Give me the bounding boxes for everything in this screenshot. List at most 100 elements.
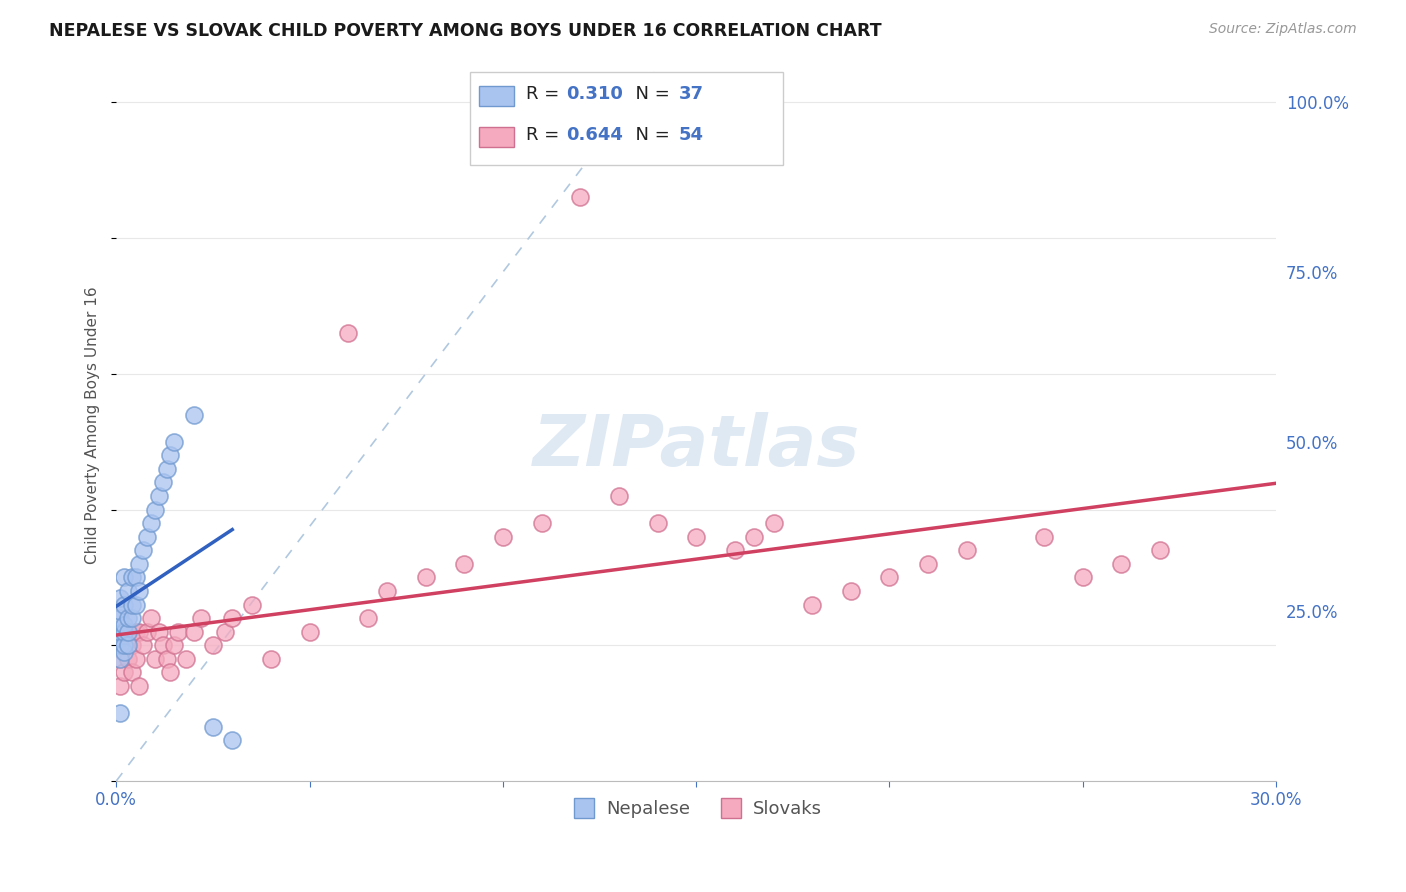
FancyBboxPatch shape	[470, 72, 783, 165]
Point	[152, 638, 174, 652]
Point	[956, 543, 979, 558]
Point	[124, 652, 146, 666]
Point	[201, 720, 224, 734]
Text: ZIPatlas: ZIPatlas	[533, 411, 860, 481]
Point	[112, 624, 135, 639]
Text: Source: ZipAtlas.com: Source: ZipAtlas.com	[1209, 22, 1357, 37]
Text: R =: R =	[526, 85, 565, 103]
Legend: Nepalese, Slovaks: Nepalese, Slovaks	[562, 793, 830, 825]
Point	[298, 624, 321, 639]
Point	[201, 638, 224, 652]
Point	[124, 570, 146, 584]
Point	[108, 706, 131, 720]
Point	[356, 611, 378, 625]
FancyBboxPatch shape	[479, 127, 515, 147]
Point	[139, 611, 162, 625]
Point	[159, 665, 181, 680]
Point	[240, 598, 263, 612]
Point	[742, 530, 765, 544]
Point	[112, 598, 135, 612]
Point	[108, 679, 131, 693]
Point	[117, 624, 139, 639]
Point	[112, 638, 135, 652]
Text: 37: 37	[679, 85, 704, 103]
Point	[108, 591, 131, 605]
Point	[117, 584, 139, 599]
FancyBboxPatch shape	[479, 87, 515, 106]
Point	[163, 434, 186, 449]
Point	[152, 475, 174, 490]
Point	[724, 543, 747, 558]
Point	[121, 611, 143, 625]
Point	[136, 530, 159, 544]
Point	[647, 516, 669, 530]
Text: 0.310: 0.310	[567, 85, 623, 103]
Point	[163, 638, 186, 652]
Point	[159, 448, 181, 462]
Point	[112, 645, 135, 659]
Point	[128, 557, 150, 571]
Point	[112, 618, 135, 632]
Point	[139, 516, 162, 530]
Point	[183, 408, 205, 422]
Point	[132, 543, 155, 558]
Point	[143, 502, 166, 516]
Point	[121, 598, 143, 612]
Point	[762, 516, 785, 530]
Point	[569, 190, 592, 204]
Point	[112, 638, 135, 652]
Point	[453, 557, 475, 571]
Point	[1071, 570, 1094, 584]
Point	[143, 652, 166, 666]
Text: 0.644: 0.644	[567, 126, 623, 144]
Point	[108, 638, 131, 652]
Point	[155, 652, 177, 666]
Point	[128, 679, 150, 693]
Point	[148, 624, 170, 639]
Point	[221, 733, 243, 747]
Point	[128, 584, 150, 599]
Point	[415, 570, 437, 584]
Point	[121, 665, 143, 680]
Point	[108, 652, 131, 666]
Point	[117, 652, 139, 666]
Point	[221, 611, 243, 625]
Text: 54: 54	[679, 126, 704, 144]
Point	[492, 530, 515, 544]
Point	[128, 624, 150, 639]
Point	[121, 570, 143, 584]
Point	[136, 624, 159, 639]
Point	[337, 326, 360, 340]
Point	[1149, 543, 1171, 558]
Point	[190, 611, 212, 625]
Point	[214, 624, 236, 639]
Point	[607, 489, 630, 503]
Point	[183, 624, 205, 639]
Point	[124, 598, 146, 612]
Point	[124, 624, 146, 639]
Point	[117, 624, 139, 639]
Point	[1033, 530, 1056, 544]
Point	[112, 570, 135, 584]
Point	[117, 611, 139, 625]
Point	[108, 652, 131, 666]
Point	[117, 638, 139, 652]
Point	[879, 570, 901, 584]
Point	[155, 462, 177, 476]
Y-axis label: Child Poverty Among Boys Under 16: Child Poverty Among Boys Under 16	[86, 286, 100, 564]
Point	[108, 604, 131, 618]
Point	[108, 624, 131, 639]
Point	[108, 611, 131, 625]
Point	[121, 638, 143, 652]
Text: N =: N =	[624, 126, 676, 144]
Point	[108, 632, 131, 646]
Point	[132, 638, 155, 652]
Point	[260, 652, 283, 666]
Point	[685, 530, 707, 544]
Text: N =: N =	[624, 85, 676, 103]
Text: NEPALESE VS SLOVAK CHILD POVERTY AMONG BOYS UNDER 16 CORRELATION CHART: NEPALESE VS SLOVAK CHILD POVERTY AMONG B…	[49, 22, 882, 40]
Point	[917, 557, 939, 571]
Point	[1111, 557, 1133, 571]
Point	[148, 489, 170, 503]
Point	[112, 665, 135, 680]
